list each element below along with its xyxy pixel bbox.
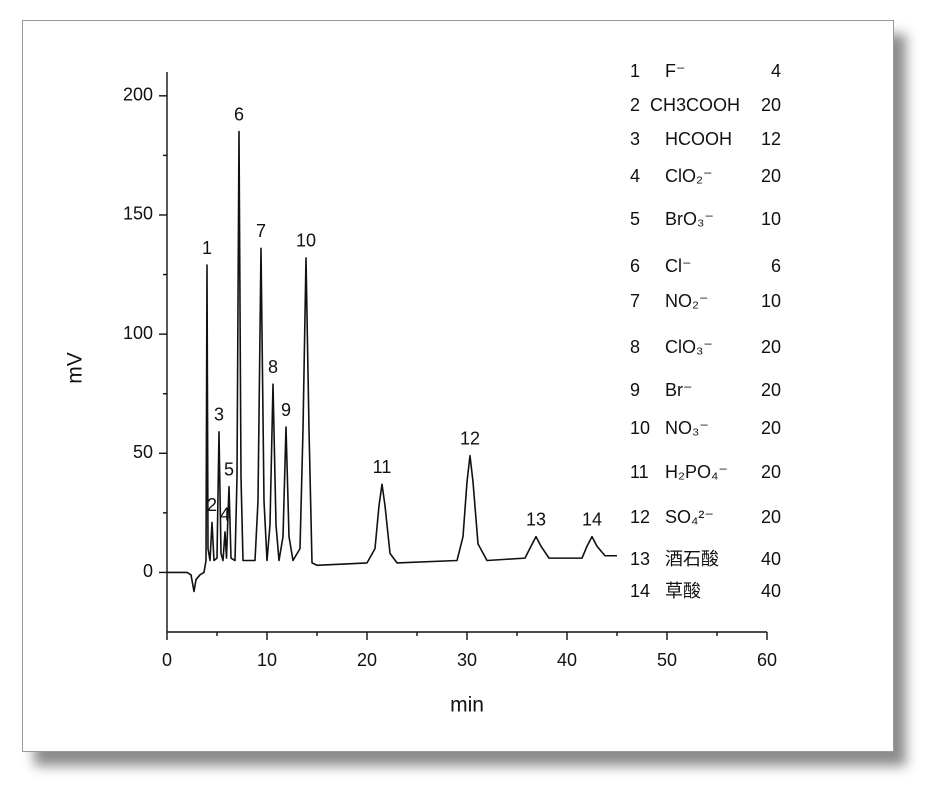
chromatogram-line [167, 130, 617, 593]
peak-label: 14 [582, 509, 602, 529]
y-tick-label: 100 [123, 323, 153, 343]
peak-number: 12 [630, 507, 650, 527]
peak-number: 5 [630, 209, 640, 229]
x-tick-label: 40 [557, 650, 577, 670]
peak-label: 10 [296, 231, 316, 251]
peak-number: 14 [630, 581, 650, 601]
compound-name: H₂PO₄⁻ [665, 462, 728, 482]
peak-number: 2 [630, 95, 640, 115]
amount: 20 [761, 418, 781, 438]
y-tick-label: 200 [123, 85, 153, 105]
x-tick-label: 60 [757, 650, 777, 670]
compound-name: NO₂⁻ [665, 291, 709, 311]
compound-name: F⁻ [665, 61, 686, 81]
compound-name: BrO₃⁻ [665, 209, 714, 229]
compound-name: Cl⁻ [665, 256, 692, 276]
peak-label: 2 [207, 495, 217, 515]
amount: 6 [771, 256, 781, 276]
compound-name: ClO₃⁻ [665, 337, 713, 357]
peak-number: 1 [630, 61, 640, 81]
compound-name: NO₃⁻ [665, 418, 709, 438]
amount: 10 [761, 209, 781, 229]
peak-label: 9 [281, 400, 291, 420]
peak-label: 8 [268, 357, 278, 377]
amount: 40 [761, 581, 781, 601]
amount: 4 [771, 61, 781, 81]
amount: 20 [761, 507, 781, 527]
peak-number: 8 [630, 337, 640, 357]
peak-label: 6 [234, 104, 244, 124]
peak-number: 3 [630, 129, 640, 149]
x-tick-label: 50 [657, 650, 677, 670]
peak-label: 11 [373, 457, 392, 477]
x-tick-label: 20 [357, 650, 377, 670]
y-tick-label: 150 [123, 204, 153, 224]
peak-number: 13 [630, 549, 650, 569]
peak-label: 5 [224, 459, 234, 479]
amount: 20 [761, 380, 781, 400]
peak-number: 10 [630, 418, 650, 438]
compound-name: 草酸 [665, 581, 701, 601]
amount: 12 [761, 129, 781, 149]
peak-label: 12 [460, 428, 480, 448]
peak-label: 3 [214, 405, 224, 425]
compound-name: Br⁻ [665, 380, 693, 400]
peak-number: 4 [630, 166, 640, 186]
peak-number: 9 [630, 380, 640, 400]
amount: 10 [761, 291, 781, 311]
peak-label: 7 [256, 221, 266, 241]
peak-label: 4 [220, 505, 230, 525]
compound-name: ClO₂⁻ [665, 166, 713, 186]
peak-label: 1 [202, 238, 212, 258]
peak-label: 13 [526, 509, 546, 529]
amount: 20 [761, 337, 781, 357]
x-axis-title: min [450, 694, 484, 717]
compound-name: SO₄²⁻ [665, 507, 714, 527]
amount: 20 [761, 166, 781, 186]
amount: 20 [761, 462, 781, 482]
peak-number: 7 [630, 291, 640, 311]
x-tick-label: 0 [162, 650, 172, 670]
amount: 20 [761, 95, 781, 115]
y-tick-label: 50 [133, 442, 153, 462]
peak-number: 11 [630, 462, 649, 482]
y-tick-label: 0 [143, 561, 153, 581]
x-tick-label: 10 [257, 650, 277, 670]
amount: 40 [761, 549, 781, 569]
x-tick-label: 30 [457, 650, 477, 670]
compound-name: CH3COOH [650, 95, 740, 115]
compound-name: HCOOH [665, 129, 732, 149]
y-axis-title: mV [64, 352, 87, 384]
compound-name: 酒石酸 [665, 549, 719, 569]
peak-number: 6 [630, 256, 640, 276]
